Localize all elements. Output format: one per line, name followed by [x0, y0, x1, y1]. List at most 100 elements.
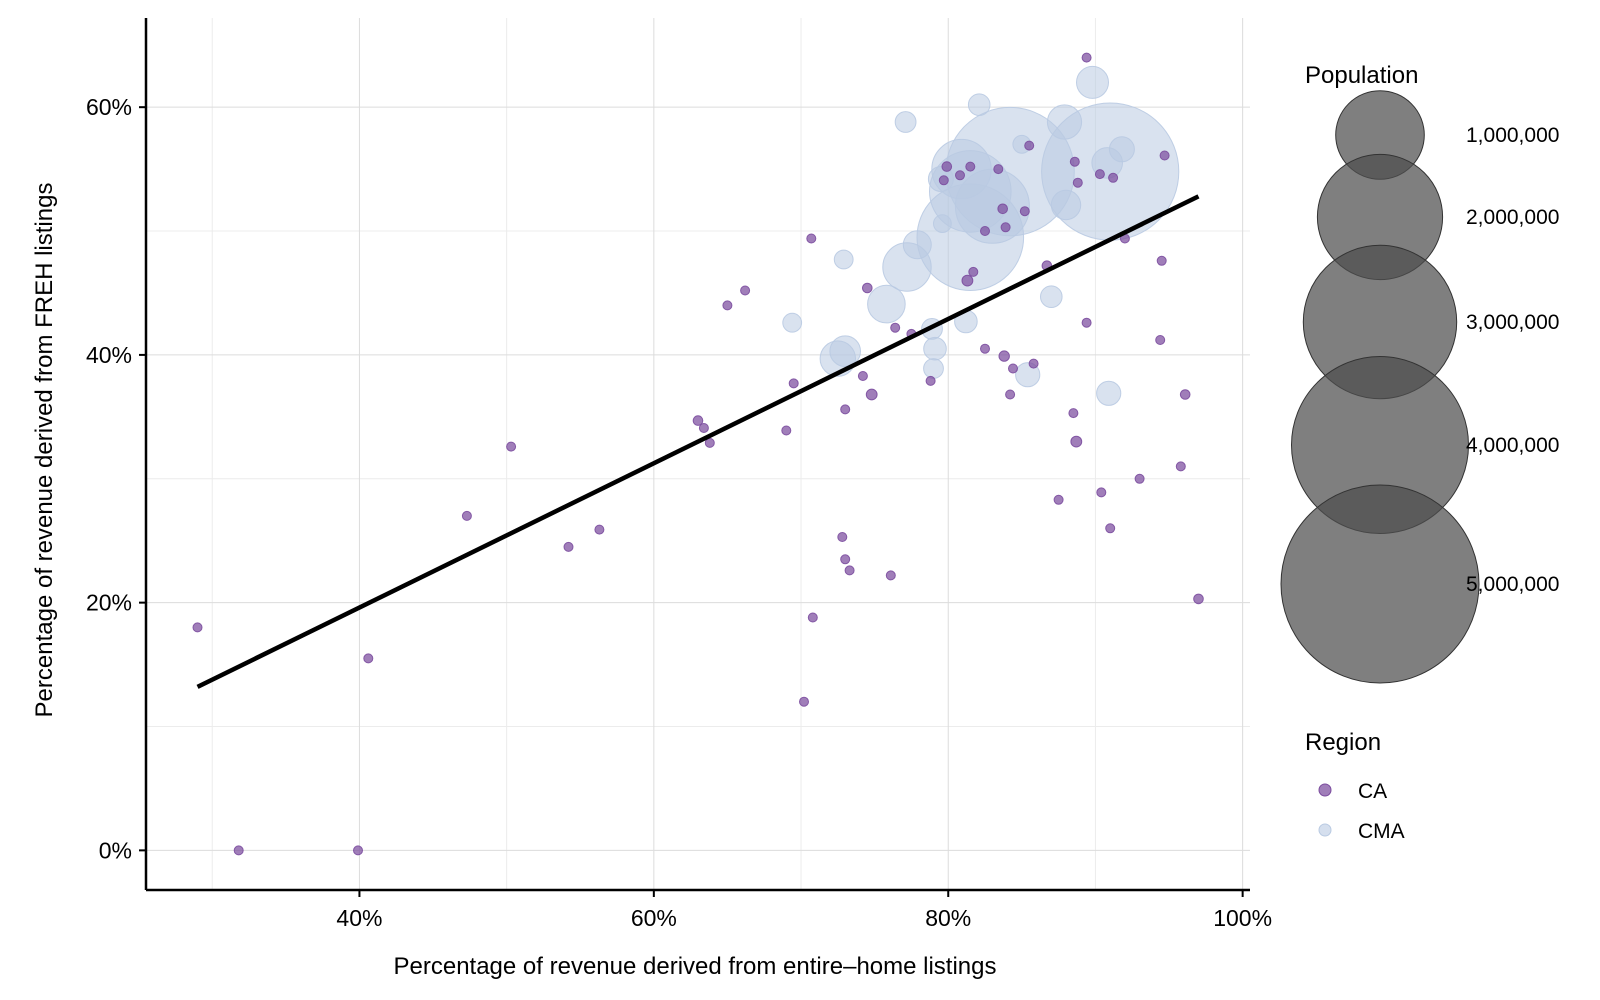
y-axis-ticks: 0% 20% 40% 60%	[86, 94, 146, 863]
ca-point	[1156, 255, 1167, 266]
x-axis-title: Percentage of revenue derived from entir…	[394, 953, 997, 980]
ca-point	[865, 388, 878, 401]
cma-point	[1096, 380, 1122, 406]
cma-point	[902, 230, 932, 260]
population-legend-label: 5,000,000	[1466, 573, 1559, 596]
ca-point	[1094, 169, 1105, 180]
ca-point	[1070, 435, 1083, 448]
ca-point	[1105, 523, 1116, 534]
ca-point	[1096, 487, 1107, 498]
ca-point	[1000, 222, 1011, 233]
x-tick-label: 100%	[1213, 905, 1272, 931]
region-legend-label: CA	[1358, 780, 1387, 803]
x-tick-label: 80%	[925, 905, 971, 931]
x-tick-label: 60%	[631, 905, 677, 931]
ca-point	[1081, 317, 1092, 328]
ca-point	[1005, 389, 1016, 400]
region-legend-ca-swatch	[1318, 783, 1332, 797]
ca-point	[799, 696, 809, 707]
ca-point	[1028, 358, 1039, 369]
population-legend-label: 4,000,000	[1466, 434, 1559, 457]
ca-point	[968, 266, 979, 277]
ca-point	[192, 622, 203, 633]
ca-point	[1069, 156, 1080, 167]
ca-point	[353, 845, 363, 856]
cma-point	[923, 358, 944, 379]
ca-point	[885, 570, 896, 581]
y-tick-label: 40%	[86, 342, 132, 368]
data-points	[192, 52, 1204, 856]
ca-point	[1134, 473, 1145, 484]
region-legend: Region CA CMA	[1305, 729, 1405, 843]
ca-point	[980, 343, 990, 354]
population-legend-label: 2,000,000	[1466, 206, 1559, 229]
ca-point	[1019, 206, 1030, 217]
cma-point	[829, 335, 862, 368]
ca-point	[788, 378, 799, 389]
cma-point	[1046, 104, 1083, 140]
x-axis-ticks: 40% 60% 80% 100%	[336, 890, 1272, 931]
ca-point	[837, 532, 848, 542]
y-tick-label: 60%	[86, 94, 132, 120]
ca-point	[997, 203, 1009, 215]
region-legend-label: CMA	[1358, 820, 1405, 843]
region-legend-title: Region	[1305, 729, 1381, 756]
ca-point	[857, 371, 868, 381]
ca-point	[807, 612, 818, 623]
ca-point	[1068, 408, 1079, 419]
axes	[144, 18, 1250, 892]
cma-point	[894, 111, 917, 133]
ca-point	[941, 161, 953, 172]
ca-point	[955, 170, 965, 181]
trend-line	[196, 194, 1200, 689]
cma-point	[1050, 189, 1082, 221]
ca-point	[925, 375, 936, 386]
ca-point	[692, 415, 704, 426]
gridlines	[146, 18, 1250, 890]
ca-point	[722, 300, 733, 311]
ca-point	[506, 441, 517, 452]
cma-point	[933, 214, 952, 234]
ca-point	[961, 274, 974, 287]
ca-point	[840, 554, 851, 565]
ca-point	[890, 322, 901, 333]
y-tick-label: 0%	[99, 837, 132, 863]
cma-point	[1108, 136, 1135, 163]
cma-point	[923, 336, 947, 361]
ca-point	[461, 510, 472, 521]
ca-point	[594, 524, 605, 535]
ca-point	[1081, 52, 1092, 63]
ca-point	[1179, 389, 1191, 400]
ca-point	[740, 285, 751, 296]
population-legend-circle	[1280, 484, 1480, 684]
ca-point	[1159, 150, 1170, 161]
cma-point	[1076, 65, 1109, 99]
ca-point	[862, 282, 873, 294]
ca-point	[965, 161, 976, 172]
ca-point	[698, 423, 709, 433]
ca-point	[1193, 593, 1204, 605]
ca-point	[1072, 177, 1083, 188]
ca-point	[1175, 461, 1186, 472]
ca-point	[1108, 172, 1119, 183]
ca-point	[840, 404, 851, 415]
y-tick-label: 20%	[86, 590, 132, 616]
cma-point	[1015, 362, 1041, 388]
ca-point	[938, 175, 949, 186]
ca-point	[1024, 140, 1035, 151]
ca-point	[1155, 335, 1166, 345]
ca-point	[781, 425, 792, 436]
population-legend-label: 1,000,000	[1466, 124, 1559, 147]
ca-point	[993, 164, 1004, 175]
ca-point	[1053, 494, 1064, 505]
population-legend: Population 1,000,000 2,000,000 3,000,000 4,…	[1280, 62, 1559, 684]
ca-point	[363, 653, 374, 664]
ca-point	[233, 845, 244, 856]
ca-point	[563, 541, 574, 552]
ca-point	[844, 565, 855, 576]
ca-point	[704, 437, 715, 448]
cma-point	[1040, 285, 1063, 309]
population-legend-title: Population	[1305, 62, 1418, 89]
ca-point	[998, 350, 1010, 362]
